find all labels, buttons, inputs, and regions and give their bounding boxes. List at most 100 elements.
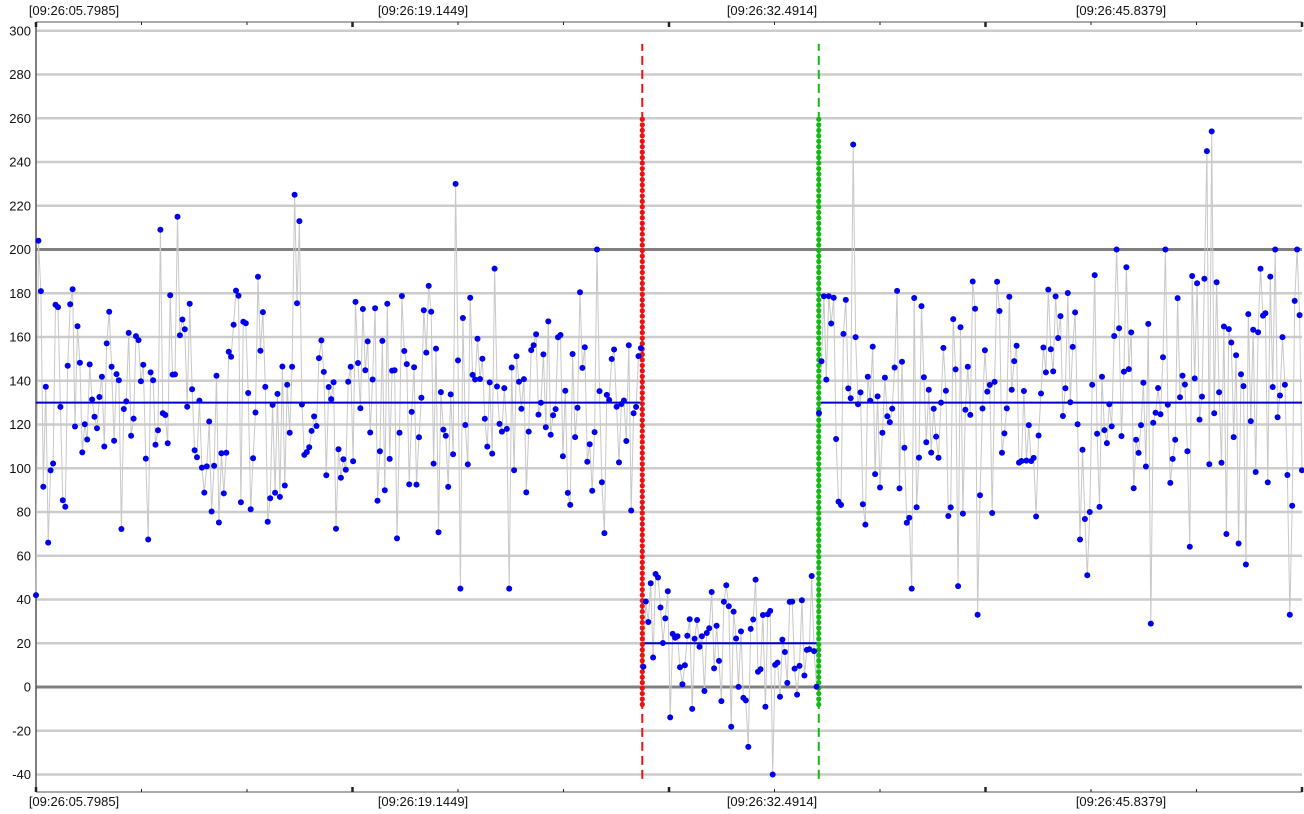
data-point-63 [186, 300, 193, 307]
marker-bead-0 [639, 455, 645, 462]
data-point-354 [896, 485, 903, 492]
data-point-141 [376, 448, 383, 455]
data-point-208 [540, 351, 547, 358]
y-axis-tick-labels: -40 -20 0 20 40 60 80 100 120 140 160 180 200 220 240 2… [9, 23, 31, 782]
marker-bead-1 [816, 515, 822, 522]
data-point-418 [1052, 293, 1059, 300]
data-point-263 [674, 633, 681, 640]
data-point-507 [1269, 384, 1276, 390]
data-point-107 [294, 300, 300, 307]
data-point-333 [845, 385, 852, 392]
time-label-bottom-1: [09:26:19.1449] [378, 794, 468, 809]
marker-bead-1 [816, 308, 822, 314]
data-point-59 [176, 332, 183, 339]
data-point-252 [647, 580, 654, 587]
data-point-358 [906, 514, 913, 521]
marker-bead-1 [816, 340, 822, 347]
marker-bead-1 [816, 444, 822, 451]
data-point-83 [235, 292, 242, 299]
marker-bead-1 [816, 253, 822, 259]
data-point-172 [452, 180, 459, 187]
data-point-156 [413, 481, 420, 488]
data-point-379 [957, 324, 964, 331]
data-point-466 [1169, 455, 1176, 462]
marker-bead-1 [816, 215, 822, 221]
data-point-393 [991, 378, 998, 385]
data-point-486 [1218, 459, 1225, 466]
marker-bead-1 [816, 362, 822, 369]
data-point-475 [1191, 375, 1198, 382]
data-point-195 [508, 364, 515, 371]
marker-bead-0 [639, 554, 645, 560]
data-point-134 [359, 306, 366, 312]
marker-bead-0 [639, 324, 645, 330]
marker-bead-1 [816, 237, 822, 243]
marker-bead-1 [816, 346, 822, 352]
marker-bead-0 [639, 548, 645, 554]
data-point-332 [842, 296, 849, 303]
data-point-189 [494, 383, 500, 390]
data-point-441 [1108, 423, 1115, 430]
data-point-5 [45, 539, 52, 546]
data-point-17 [74, 323, 81, 330]
data-point-180 [472, 376, 479, 383]
data-point-277 [708, 589, 715, 595]
data-point-331 [840, 330, 847, 337]
data-point-45 [142, 455, 149, 462]
data-point-318 [808, 573, 815, 579]
data-point-62 [184, 403, 191, 410]
data-point-357 [903, 519, 910, 526]
data-point-174 [457, 585, 464, 592]
data-point-93 [259, 309, 266, 316]
data-point-28 [101, 443, 108, 450]
marker-bead-1 [816, 494, 822, 500]
data-point-166 [437, 389, 444, 396]
marker-bead-0 [639, 494, 645, 500]
data-point-33 [113, 371, 120, 378]
data-point-112 [306, 444, 313, 451]
data-point-488 [1223, 531, 1230, 537]
marker-bead-0 [639, 641, 645, 647]
data-point-30 [106, 308, 113, 315]
data-point-152 [403, 361, 410, 368]
data-point-169 [445, 483, 452, 490]
marker-bead-0 [639, 680, 645, 686]
data-point-419 [1055, 335, 1062, 341]
data-point-273 [698, 633, 705, 640]
data-point-450 [1130, 485, 1137, 492]
data-point-37 [123, 398, 130, 405]
data-point-87 [245, 390, 252, 396]
data-point-84 [237, 499, 244, 506]
data-point-444 [1116, 325, 1123, 332]
data-point-297 [757, 666, 764, 673]
data-point-430 [1081, 516, 1088, 522]
data-point-514 [1286, 611, 1293, 618]
data-point-288 [735, 683, 742, 690]
data-point-512 [1281, 381, 1288, 388]
data-point-25 [94, 425, 100, 432]
data-point-399 [1006, 293, 1013, 300]
marker-bead-1 [816, 226, 822, 232]
data-point-282 [720, 598, 727, 605]
data-point-228 [589, 487, 596, 494]
data-point-74 [213, 372, 220, 379]
data-point-370 [935, 454, 942, 461]
data-point-293 [747, 625, 754, 632]
marker-bead-1 [816, 439, 822, 445]
data-point-42 [135, 337, 142, 344]
data-point-402 [1013, 342, 1020, 349]
data-point-97 [269, 401, 276, 408]
y-tick-label-300: 300 [9, 23, 31, 38]
marker-bead-1 [816, 138, 822, 144]
marker-bead-1 [816, 636, 822, 642]
data-point-176 [462, 422, 469, 428]
marker-bead-1 [816, 302, 822, 308]
marker-bead-1 [816, 280, 822, 287]
marker-bead-1 [816, 165, 822, 172]
marker-bead-0 [639, 461, 645, 467]
data-point-186 [486, 379, 493, 386]
marker-bead-0 [639, 521, 645, 527]
data-point-437 [1099, 373, 1105, 380]
data-point-24 [91, 413, 98, 420]
